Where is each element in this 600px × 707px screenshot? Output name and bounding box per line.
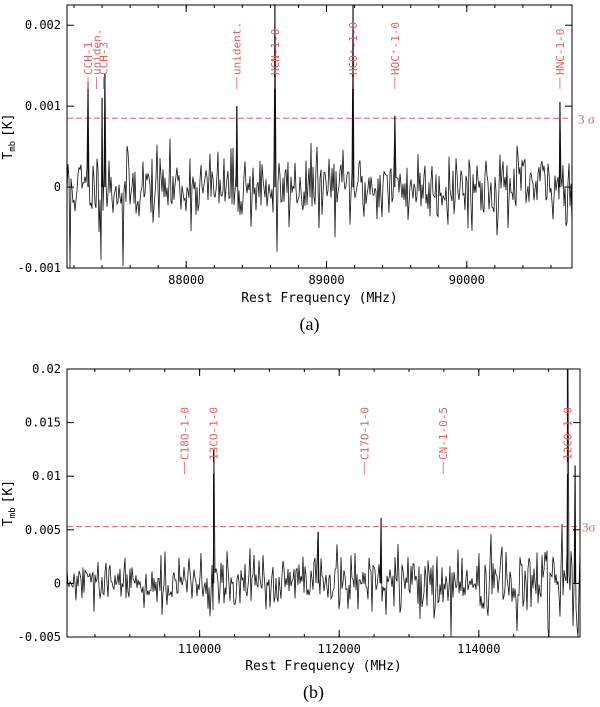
spectrum-trace	[67, 5, 572, 268]
x-tick-label: 114000	[457, 642, 500, 656]
x-tick-label: 88000	[168, 273, 204, 287]
y-axis-label: Tmb [K]	[1, 113, 18, 159]
y-axis-label-sub: mb	[8, 141, 18, 152]
y-tick-label: 0.01	[32, 469, 61, 483]
y-tick-label: 0.002	[25, 18, 61, 32]
x-tick-label: 89000	[308, 273, 344, 287]
y-axis-label-main: T	[1, 152, 16, 160]
y-tick-label: 0	[54, 180, 61, 194]
line-id-label: C18O-1-0	[178, 407, 191, 460]
x-axis-label: Rest Frequency (MHz)	[241, 291, 398, 306]
x-axis-label: Rest Frequency (MHz)	[245, 659, 402, 674]
y-axis-label-unit: [K]	[1, 480, 16, 503]
y-tick-label: -0.001	[18, 261, 61, 275]
line-id-label: unident.	[231, 22, 244, 75]
line-id-label: 12CO-1-0	[562, 407, 575, 460]
line-id-label: uniden.	[90, 29, 103, 75]
y-tick-label: 0.001	[25, 99, 61, 113]
line-id-label: 13CO-1-0	[208, 407, 221, 460]
y-tick-label: 0	[54, 576, 61, 590]
line-id-label: HCO⁺-1-0	[347, 22, 360, 75]
line-id-label: CN-1-0-5	[437, 407, 450, 460]
line-id-label: HOC⁺-1-0	[389, 22, 402, 75]
threshold-label: 3σ	[582, 520, 596, 535]
threshold-label: 3 σ	[578, 111, 595, 126]
y-axis-label-sub: mb	[8, 507, 18, 518]
panel-label: (a)	[300, 314, 320, 335]
panel-b: 110000 112000 114000 -0.005 0 0.005 0.01 0.015 0…	[1, 362, 596, 703]
plot-frame	[66, 4, 573, 269]
line-id-label: CCH-3	[97, 42, 110, 75]
line-id-label: HCN-1-0	[269, 29, 282, 75]
y-tick-label: -0.005	[18, 630, 61, 644]
y-axis-label: Tmb [K]	[1, 480, 18, 526]
panel-label: (b)	[303, 682, 324, 703]
x-tick-label: 110000	[178, 642, 221, 656]
y-tick-label: 0.015	[25, 416, 61, 430]
x-tick-label: 90000	[449, 273, 485, 287]
x-tick-label: 112000	[318, 642, 361, 656]
plot-frame	[66, 368, 581, 638]
line-id-label: CCH-1	[82, 42, 95, 75]
line-id-label: C17O-1-0	[358, 407, 371, 460]
panel-a: 88000 89000 90000 -0.001 0 0.001 0.002 Rest Fre…	[1, 4, 595, 335]
y-axis-label-unit: [K]	[1, 113, 16, 136]
y-tick-label: 0.02	[32, 362, 61, 376]
line-id-label: HNC-1-0	[554, 29, 567, 75]
y-tick-label: 0.005	[25, 523, 61, 537]
spectrum-trace	[67, 369, 580, 637]
y-axis-label-main: T	[1, 518, 16, 526]
